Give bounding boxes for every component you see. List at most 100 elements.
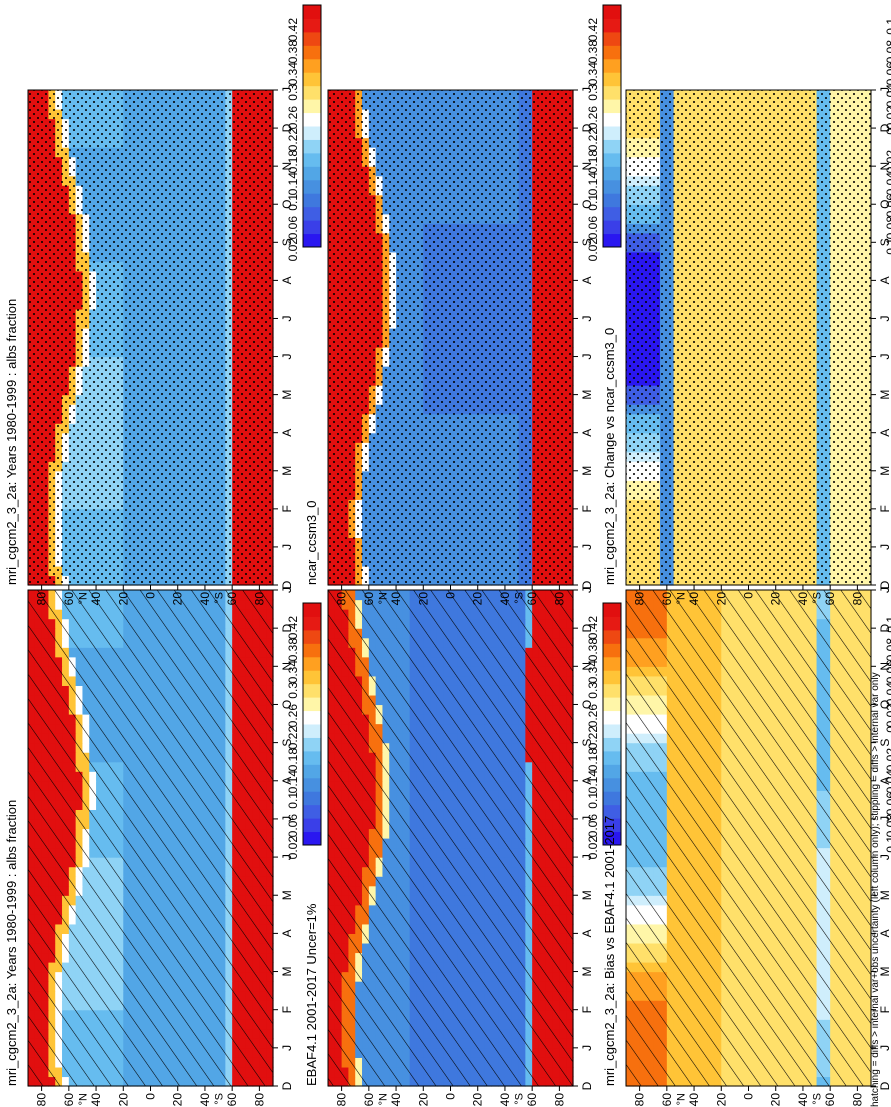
colorbar-label: 0.1 (286, 194, 300, 211)
y-tick-label: 80 (35, 1093, 49, 1107)
x-tick-label: O (280, 700, 294, 709)
colorbar-swatch (303, 233, 321, 248)
panel-title: mri_cgcm2_3_2a: Years 1980-1999 : albs f… (4, 800, 19, 1086)
colorbar-swatch (303, 139, 321, 154)
x-tick-label: D (280, 580, 294, 589)
y-tick-label: 60 (225, 1093, 239, 1107)
colorbar-swatch (303, 750, 321, 765)
colorbar-label: 0.18 (286, 150, 300, 174)
heatmap-panel-2: mri_cgcm2_3_2a: Years 1980-1999 : albs f… (4, 4, 322, 606)
x-tick-label: M (280, 390, 294, 400)
x-tick-label: D (280, 1081, 294, 1090)
x-tick-label: S (280, 739, 294, 747)
colorbar-swatch (303, 670, 321, 685)
y-tick-label: 20 (171, 592, 185, 606)
colorbar-swatch (303, 737, 321, 752)
colorbar-swatch (303, 112, 321, 127)
colorbar-swatch (303, 643, 321, 658)
colorbar-label: 0.06 (286, 216, 300, 240)
x-tick-label: O (280, 200, 294, 209)
colorbar-swatch (303, 220, 321, 235)
colorbar-label: 0.06 (286, 814, 300, 838)
colorbar-swatch (303, 697, 321, 712)
hemisphere-label: °N (77, 592, 89, 604)
colorbar-frame (302, 4, 322, 248)
x-tick-label: J (280, 587, 294, 593)
colorbar-swatch (303, 72, 321, 87)
y-tick-label: 60 (62, 592, 76, 606)
colorbar-swatch (303, 777, 321, 792)
heatmap-panel-1: mri_cgcm2_3_2a: Years 1980-1999 : albs f… (4, 587, 322, 1107)
colorbar-swatch (303, 152, 321, 167)
colorbar-label: 0.02 (286, 238, 300, 262)
colorbar-swatch (303, 764, 321, 779)
hemisphere-label: °N (77, 1093, 89, 1105)
x-tick-label: N (280, 662, 294, 671)
colorbar-frame (302, 602, 322, 846)
colorbar-swatch (303, 18, 321, 33)
heatmap-panel-3: EBAF4.1 2001-2017 Uncer=1% DJFMAMJJASONDJ… (304, 587, 622, 1106)
x-tick-label: D (280, 123, 294, 132)
colorbar-swatch (303, 179, 321, 194)
x-tick-label: A (280, 276, 294, 284)
hemisphere-label: °S (214, 1093, 226, 1105)
x-tick-label: A (280, 777, 294, 785)
colorbar-swatch (303, 5, 321, 19)
colorbar-label: 0.34 (286, 62, 300, 86)
x-tick-label: M (280, 890, 294, 900)
colorbar-swatch (303, 710, 321, 725)
y-tick-label: 60 (62, 1093, 76, 1107)
colorbar-swatch (303, 818, 321, 833)
x-tick-label: J (280, 544, 294, 550)
colorbar-swatch (303, 791, 321, 806)
y-tick-label: 80 (252, 1093, 266, 1107)
x-tick-label: J (280, 1045, 294, 1051)
x-tick-label: J (280, 315, 294, 321)
y-tick-label: 0 (144, 1093, 158, 1100)
stipple-overlay (28, 90, 273, 585)
y-tick-label: 40 (89, 592, 103, 606)
colorbar-swatch (303, 804, 321, 819)
x-tick-label: F (280, 1006, 294, 1013)
colorbar-label: 0.42 (286, 616, 300, 640)
x-tick-label: A (280, 429, 294, 437)
y-tick-label: 0 (144, 592, 158, 599)
colorbar-swatch (303, 99, 321, 114)
colorbar-label: 0.22 (286, 128, 300, 152)
colorbar-label: 0.14 (286, 770, 300, 794)
x-tick-label: J (280, 854, 294, 860)
colorbar-label: 0.42 (286, 18, 300, 42)
y-tick-label: 80 (35, 592, 49, 606)
colorbar-label: 0.34 (286, 660, 300, 684)
y-tick-label: 20 (116, 592, 130, 606)
colorbar-swatch (303, 724, 321, 738)
colorbar-label: 0.26 (286, 704, 300, 728)
x-tick-label: S (280, 238, 294, 246)
colorbar-label: 0.38 (286, 40, 300, 64)
x-tick-label: A (280, 929, 294, 937)
colorbar-swatch (303, 831, 321, 846)
x-tick-label: M (280, 967, 294, 977)
colorbar-label: 0.14 (286, 172, 300, 196)
colorbar-swatch (303, 58, 321, 73)
colorbar-swatch (303, 193, 321, 208)
colorbar-swatch (303, 85, 321, 100)
colorbar-label: 0.3 (286, 84, 300, 101)
colorbar-label: 0.3 (286, 682, 300, 699)
y-tick-label: 40 (89, 1093, 103, 1107)
panel-title: mri_cgcm2_3_2a: Years 1980-1999 : albs f… (4, 299, 19, 585)
colorbar-swatch (303, 683, 321, 698)
colorbar-swatch (303, 166, 321, 181)
y-tick-label: 60 (225, 592, 239, 606)
y-tick-label: 20 (171, 1093, 185, 1107)
colorbar-swatch (303, 31, 321, 46)
x-tick-label: N (280, 162, 294, 171)
hemisphere-label: °S (214, 592, 226, 604)
colorbar-swatch (303, 45, 321, 60)
hatching-overlay (28, 590, 273, 1086)
colorbar-label: 0.38 (286, 638, 300, 662)
x-tick-label: F (280, 505, 294, 512)
colorbar-swatch (303, 126, 321, 140)
colorbar-swatch (303, 616, 321, 631)
